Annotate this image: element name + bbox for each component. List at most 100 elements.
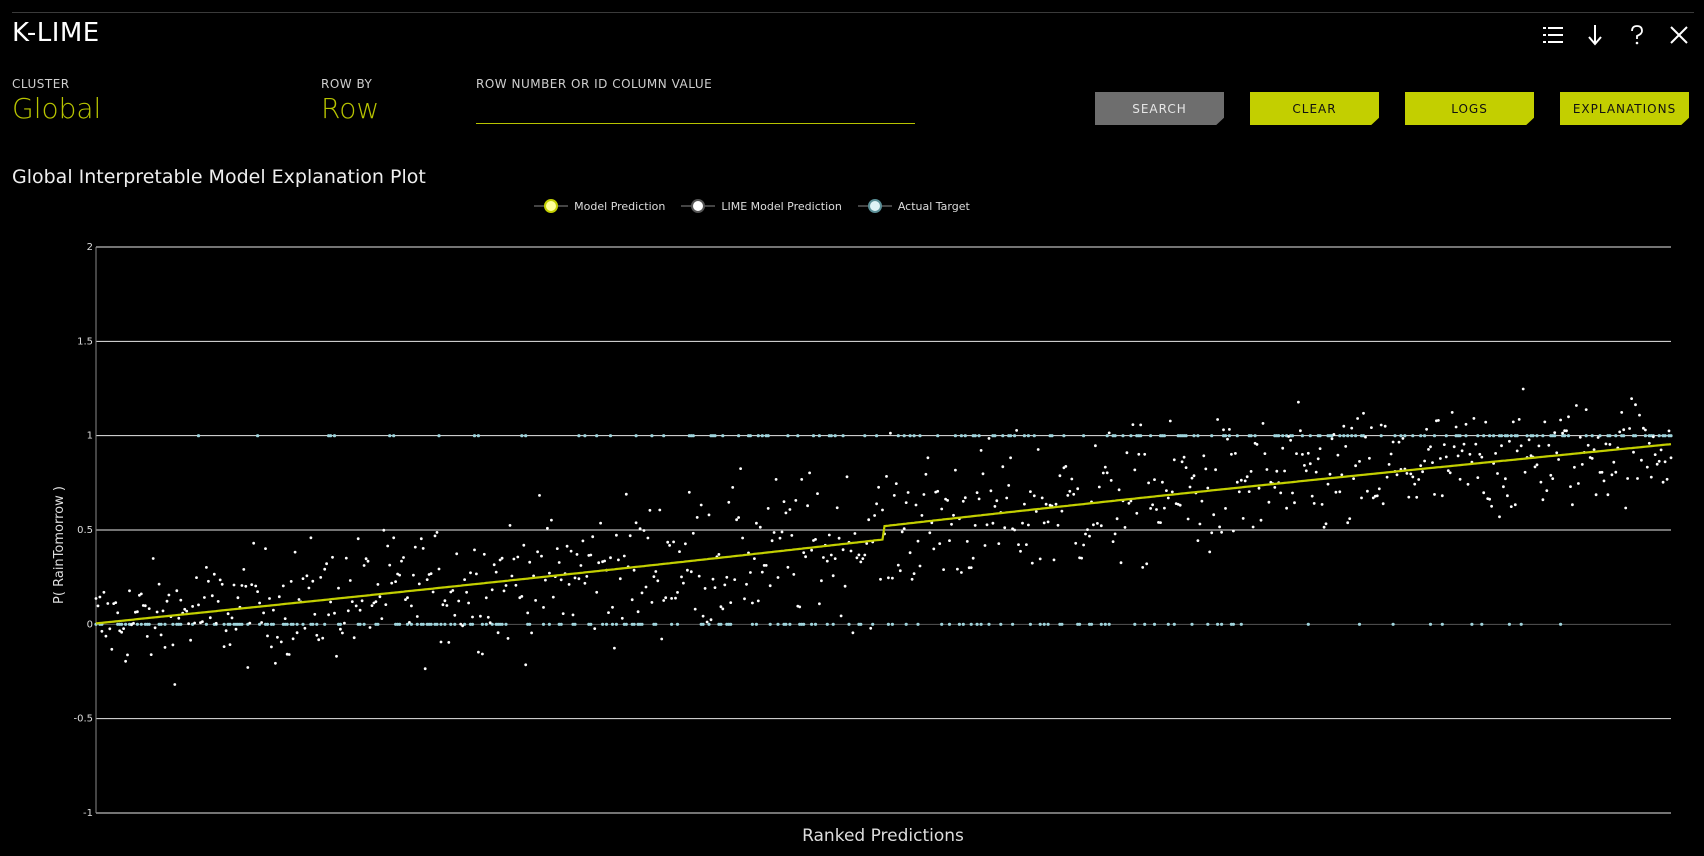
actual-point	[953, 434, 958, 438]
cluster-value[interactable]: Global	[12, 92, 102, 125]
lime-point	[376, 583, 380, 586]
lime-point	[1052, 558, 1056, 562]
lime-point	[311, 579, 315, 583]
lime-point	[443, 599, 447, 603]
actual-point	[831, 622, 835, 626]
lime-point	[737, 516, 740, 519]
lime-point	[855, 556, 859, 560]
lime-point	[585, 575, 589, 578]
chart-legend: Model Prediction LIME Model Prediction A…	[0, 198, 1704, 214]
row-by-value[interactable]: Row	[321, 92, 380, 125]
lime-point	[163, 646, 167, 649]
lime-point	[419, 537, 423, 541]
lime-point	[1626, 477, 1629, 480]
lime-point	[755, 521, 758, 525]
lime-point	[607, 611, 610, 614]
actual-point	[1290, 434, 1295, 438]
lime-point	[341, 631, 344, 635]
actual-point	[398, 622, 402, 626]
lime-point	[713, 586, 717, 589]
legend-lime-prediction[interactable]: LIME Model Prediction	[681, 198, 842, 214]
lime-point	[551, 595, 555, 599]
actual-point	[1598, 434, 1602, 438]
lime-point	[315, 633, 319, 637]
actual-point	[421, 622, 425, 626]
lime-point	[1336, 453, 1340, 457]
lime-point	[319, 576, 323, 579]
lime-point	[798, 605, 802, 609]
lime-point	[729, 601, 733, 604]
lime-point	[1163, 506, 1166, 510]
row-search-input[interactable]	[476, 94, 915, 124]
legend-model-prediction[interactable]: Model Prediction	[534, 198, 665, 214]
lime-point	[236, 596, 240, 600]
lime-point	[1029, 490, 1032, 493]
lime-point	[904, 501, 908, 504]
lime-point	[274, 661, 277, 665]
lime-point	[1468, 452, 1472, 456]
actual-point	[1026, 434, 1030, 438]
actual-point	[595, 434, 599, 438]
close-icon[interactable]	[1666, 22, 1692, 48]
lime-point	[593, 627, 597, 630]
lime-point	[1200, 499, 1204, 503]
lime-point	[916, 539, 920, 543]
explanations-button[interactable]: EXPLANATIONS	[1560, 92, 1689, 125]
lime-point	[544, 578, 547, 582]
lime-point	[234, 627, 238, 631]
actual-point	[338, 622, 342, 626]
lime-point	[120, 630, 123, 634]
clear-button[interactable]: CLEAR	[1250, 92, 1379, 125]
actual-point	[1509, 434, 1513, 438]
lime-point	[465, 590, 468, 594]
actual-point	[788, 622, 792, 626]
search-button[interactable]: SEARCH	[1095, 92, 1224, 125]
lime-point	[321, 636, 325, 640]
lime-point	[1145, 562, 1149, 566]
lime-point	[431, 590, 435, 594]
lime-point	[971, 556, 975, 560]
lime-point	[232, 583, 236, 587]
lime-point	[705, 620, 709, 624]
help-icon[interactable]	[1624, 22, 1650, 48]
lime-point	[327, 613, 330, 617]
lime-point	[542, 606, 545, 609]
lime-point	[1444, 455, 1448, 459]
lime-point	[502, 589, 506, 593]
actual-point	[1300, 434, 1304, 438]
lime-point	[1190, 476, 1194, 480]
legend-actual-target[interactable]: Actual Target	[857, 198, 970, 214]
lime-point	[638, 527, 642, 531]
lime-point	[1429, 445, 1432, 449]
lime-point	[96, 604, 100, 608]
actual-point	[449, 622, 453, 626]
plot-title: Global Interpretable Model Explanation P…	[12, 166, 426, 188]
download-arrow-icon[interactable]	[1582, 22, 1608, 48]
lime-point	[116, 611, 120, 615]
lime-point	[877, 485, 880, 489]
lime-point	[1159, 521, 1162, 524]
lime-point	[1251, 525, 1255, 529]
actual-point	[1220, 622, 1224, 626]
lime-point	[1431, 461, 1434, 464]
lime-point	[1058, 474, 1062, 478]
lime-point	[1259, 518, 1263, 522]
lime-point	[205, 566, 208, 569]
actual-point	[810, 622, 814, 626]
lime-point	[246, 666, 250, 669]
lime-point	[719, 605, 723, 609]
logs-button[interactable]: LOGS	[1405, 92, 1534, 125]
lime-point	[1275, 469, 1279, 473]
lime-point	[1186, 517, 1190, 521]
actual-point	[1403, 434, 1407, 438]
lime-point	[244, 584, 248, 588]
actual-point	[719, 622, 723, 626]
lime-point	[1533, 465, 1537, 469]
lime-point	[841, 548, 845, 552]
lime-point	[822, 556, 825, 559]
lime-point	[1454, 425, 1458, 429]
lime-point	[356, 537, 360, 541]
actual-point	[484, 622, 488, 626]
list-icon[interactable]	[1540, 22, 1566, 48]
lime-point	[388, 563, 392, 567]
